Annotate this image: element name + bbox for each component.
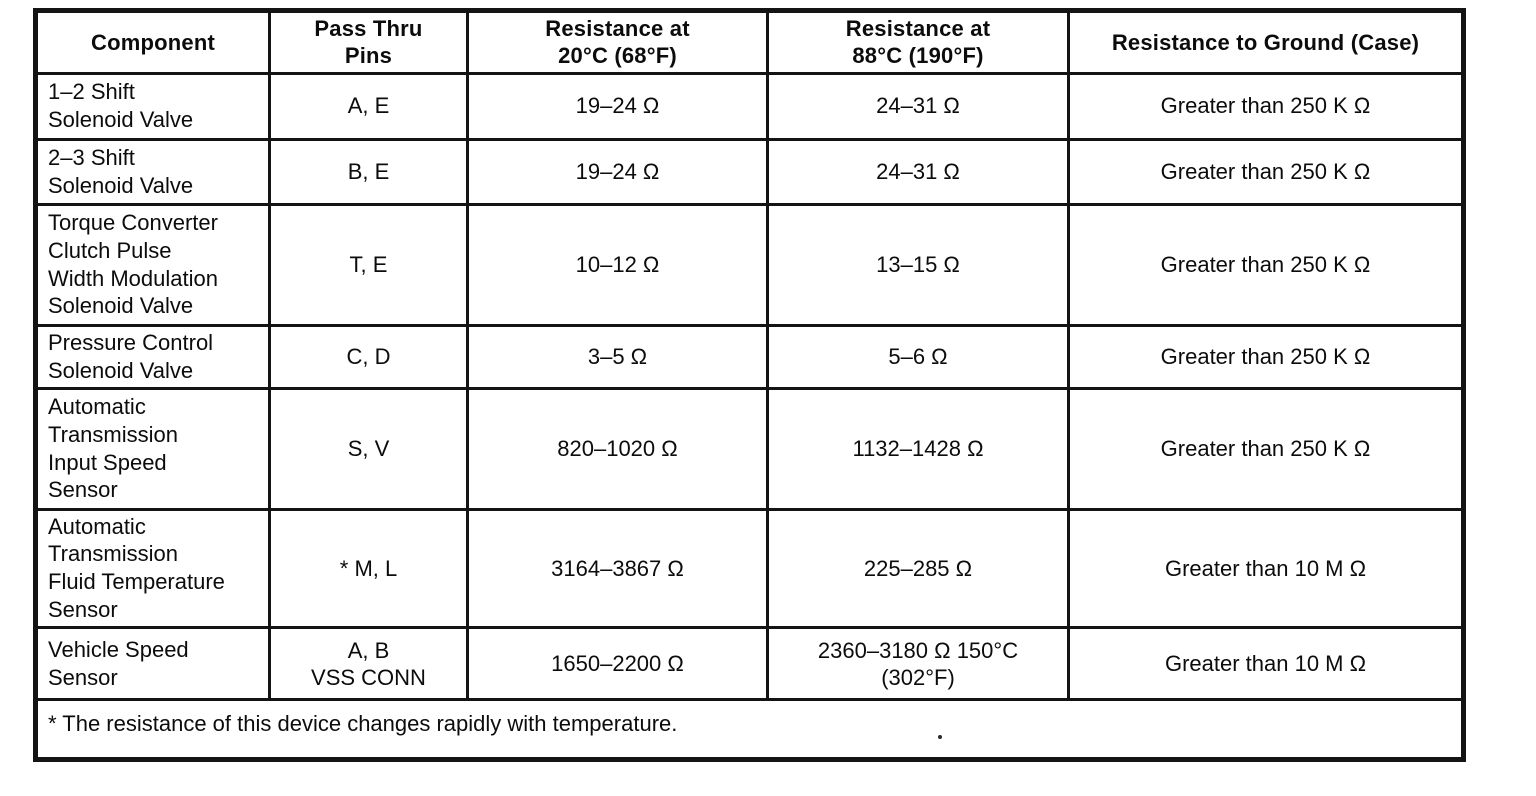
cell-pass-thru-pins: C, D (268, 323, 469, 390)
cell-resistance-ground: Greater than 10 M Ω (1067, 626, 1465, 702)
cell-resistance-ground: Greater than 250 K Ω (1067, 323, 1465, 390)
table-row: Automatic Transmission Input Speed Senso… (34, 386, 1465, 511)
header-resistance-88c: Resistance at 88°C (190°F) (766, 9, 1070, 75)
cell-resistance-20c: 3164–3867 Ω (466, 507, 769, 630)
table-row: Vehicle Speed Sensor A, B VSS CONN 1650–… (34, 626, 1465, 702)
cell-component: 2–3 Shift Solenoid Valve (34, 137, 271, 206)
cell-resistance-20c: 1650–2200 Ω (466, 626, 769, 702)
cell-resistance-88c: 5–6 Ω (766, 323, 1070, 390)
cell-resistance-ground: Greater than 10 M Ω (1067, 507, 1465, 630)
cell-pass-thru-pins: S, V (268, 386, 469, 511)
header-pass-thru-pins: Pass Thru Pins (268, 9, 469, 75)
cell-resistance-ground: Greater than 250 K Ω (1067, 386, 1465, 511)
resistance-spec-table: Component Pass Thru Pins Resistance at 2… (33, 8, 1466, 763)
cell-pass-thru-pins: A, E (268, 71, 469, 141)
header-resistance-ground: Resistance to Ground (Case) (1067, 9, 1465, 75)
cell-component: Vehicle Speed Sensor (34, 626, 271, 702)
table-row: Pressure Control Solenoid Valve C, D 3–5… (34, 323, 1465, 390)
cell-pass-thru-pins: * M, L (268, 507, 469, 630)
cell-resistance-20c: 19–24 Ω (466, 71, 769, 141)
cell-resistance-20c: 820–1020 Ω (466, 386, 769, 511)
footnote-row: * The resistance of this device changes … (34, 698, 1465, 762)
cell-resistance-88c: 225–285 Ω (766, 507, 1070, 630)
cell-component: Automatic Transmission Fluid Temperature… (34, 507, 271, 630)
cell-resistance-88c: 2360–3180 Ω 150°C (302°F) (766, 626, 1070, 702)
cell-component: Automatic Transmission Input Speed Senso… (34, 386, 271, 511)
cell-resistance-88c: 1132–1428 Ω (766, 386, 1070, 511)
header-row: Component Pass Thru Pins Resistance at 2… (34, 9, 1465, 75)
cell-pass-thru-pins: A, B VSS CONN (268, 626, 469, 702)
cell-resistance-ground: Greater than 250 K Ω (1067, 202, 1465, 327)
header-resistance-20c: Resistance at 20°C (68°F) (466, 9, 769, 75)
scan-artifact-dot (938, 735, 942, 739)
table-row: 1–2 Shift Solenoid Valve A, E 19–24 Ω 24… (34, 71, 1465, 141)
cell-resistance-20c: 19–24 Ω (466, 137, 769, 206)
cell-resistance-20c: 10–12 Ω (466, 202, 769, 327)
cell-component: Pressure Control Solenoid Valve (34, 323, 271, 390)
cell-pass-thru-pins: B, E (268, 137, 469, 206)
cell-pass-thru-pins: T, E (268, 202, 469, 327)
cell-resistance-88c: 13–15 Ω (766, 202, 1070, 327)
cell-resistance-88c: 24–31 Ω (766, 71, 1070, 141)
cell-component: 1–2 Shift Solenoid Valve (34, 71, 271, 141)
cell-resistance-ground: Greater than 250 K Ω (1067, 137, 1465, 206)
header-component: Component (34, 9, 271, 75)
footnote: * The resistance of this device changes … (34, 698, 1465, 762)
cell-resistance-20c: 3–5 Ω (466, 323, 769, 390)
table-row: 2–3 Shift Solenoid Valve B, E 19–24 Ω 24… (34, 137, 1465, 206)
table-row: Automatic Transmission Fluid Temperature… (34, 507, 1465, 630)
cell-resistance-ground: Greater than 250 K Ω (1067, 71, 1465, 141)
table-row: Torque Converter Clutch Pulse Width Modu… (34, 202, 1465, 327)
cell-resistance-88c: 24–31 Ω (766, 137, 1070, 206)
cell-component: Torque Converter Clutch Pulse Width Modu… (34, 202, 271, 327)
